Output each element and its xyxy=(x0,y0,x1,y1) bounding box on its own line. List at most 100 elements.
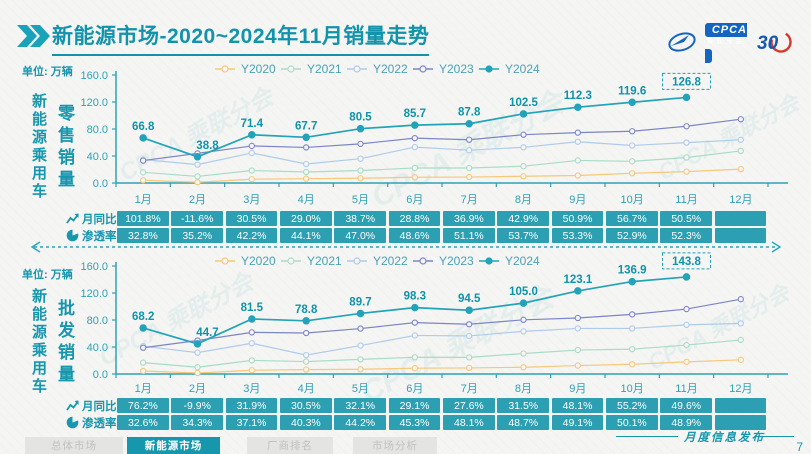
table-cell: 76.2% xyxy=(117,398,169,413)
data-point-Y2022 xyxy=(629,325,636,332)
data-point-Y2021 xyxy=(574,346,581,354)
table-cell: -9.9% xyxy=(171,398,224,413)
legend-marker-dot xyxy=(485,65,493,73)
highlight-box xyxy=(661,72,711,90)
table-cell xyxy=(714,398,767,413)
data-point-Y2020 xyxy=(140,177,147,184)
data-point-Y2023 xyxy=(574,129,581,136)
data-label-Y2024: 38.8 xyxy=(196,140,219,152)
data-point-Y2021 xyxy=(520,163,527,170)
data-point-Y2021 xyxy=(140,359,147,366)
data-point-Y2023 xyxy=(411,134,418,142)
watermark: CPCA 乘联分会 xyxy=(95,268,258,372)
x-tick-label: 1月 xyxy=(135,194,152,206)
data-point-Y2023 xyxy=(520,131,527,138)
data-point-Y2024 xyxy=(411,303,419,312)
publication-rule-right xyxy=(758,436,794,437)
data-point-Y2023 xyxy=(357,140,364,147)
data-point-Y2024 xyxy=(193,153,202,161)
data-point-Y2024 xyxy=(139,134,147,142)
line-chart-icon xyxy=(66,213,79,224)
pie-chart-icon xyxy=(66,229,79,242)
data-point-Y2023 xyxy=(683,305,690,313)
legend-label: Y2023 xyxy=(439,254,474,268)
retail-chart: 0.0 40.0 80.0 120.0 160.0 1月 2月 3月 4月 5月 6月 7月 8月 9月 1… xyxy=(80,62,788,206)
y-tick-label: 120.0 xyxy=(80,288,108,300)
data-point-Y2022 xyxy=(574,325,581,332)
data-point-Y2024 xyxy=(411,121,419,129)
legend-marker-dot xyxy=(221,65,229,73)
data-point-Y2021 xyxy=(574,157,581,164)
data-point-Y2021 xyxy=(466,164,473,172)
group-label-wholesale: 新能源乘用车 xyxy=(30,288,47,396)
table-cell: 27.6% xyxy=(442,398,495,413)
data-point-Y2022 xyxy=(411,332,418,339)
legend-label: Y2020 xyxy=(241,62,276,76)
data-point-Y2023 xyxy=(411,319,418,326)
data-point-Y2024 xyxy=(248,131,256,139)
data-point-Y2021 xyxy=(357,356,364,363)
data-point-Y2024 xyxy=(193,340,202,348)
table-cell: 29.1% xyxy=(388,398,441,413)
publication-rule-left xyxy=(616,436,678,437)
wholesale-chart: 0.0 40.0 80.0 120.0 160.0 1月 2月 3月 4月 5月 6月 7月 8月 9月 1… xyxy=(80,252,788,395)
x-tick-label: 3月 xyxy=(243,194,260,206)
table-cell: 42.9% xyxy=(497,211,550,226)
cpca-logo-subtext: 乘联分会 xyxy=(706,38,745,45)
footer-tab-2[interactable]: 新能源市场 xyxy=(127,437,220,454)
y-tick-label: 0.0 xyxy=(93,178,108,190)
data-label-Y2024: 89.7 xyxy=(349,296,371,308)
data-label-Y2024: 80.5 xyxy=(349,112,372,124)
legend-marker-dot xyxy=(221,257,229,265)
data-point-Y2021 xyxy=(737,336,744,344)
data-point-Y2023 xyxy=(248,329,255,336)
table-cell: 53.7% xyxy=(497,228,550,243)
line-chart-icon xyxy=(66,400,79,411)
data-point-Y2022 xyxy=(303,351,310,359)
watermark: CPCA 乘联分会 xyxy=(366,85,570,215)
data-point-Y2023 xyxy=(194,337,201,344)
table-cell: 52.3% xyxy=(660,228,713,243)
cpca-swoosh-icon xyxy=(668,32,696,52)
legend-label: Y2020 xyxy=(241,254,276,268)
footer-tab-1[interactable]: 总体市场 xyxy=(25,437,123,454)
measure-label-wholesale: 批发销量 xyxy=(55,299,74,387)
legend-label: Y2023 xyxy=(439,62,474,76)
table-cell: 31.5% xyxy=(497,398,550,413)
footer-tab-3[interactable]: 厂商排名 xyxy=(247,437,333,454)
data-point-Y2023 xyxy=(466,321,473,328)
table-row-label-yoy: 月同比 xyxy=(66,398,117,413)
x-tick-label: 4月 xyxy=(298,194,315,206)
legend-label: Y2022 xyxy=(373,254,408,268)
x-tick-label: 10月 xyxy=(621,383,644,395)
x-tick-label: 8月 xyxy=(515,194,532,206)
data-label-Y2024: 119.6 xyxy=(618,85,646,97)
table-cell: 44.1% xyxy=(279,228,332,243)
legend-marker-dot xyxy=(353,65,361,73)
x-tick-label: 6月 xyxy=(406,383,423,395)
table-cell: 48.1% xyxy=(551,398,604,413)
data-point-Y2022 xyxy=(466,147,473,154)
data-point-Y2020 xyxy=(574,362,581,369)
data-label-Y2024: 105.0 xyxy=(509,286,538,298)
publication-label: 月度信息发布 xyxy=(684,432,765,444)
table-cell: -11.6% xyxy=(171,211,224,226)
data-point-Y2022 xyxy=(574,138,581,145)
table-cell: 44.2% xyxy=(334,415,387,430)
data-point-Y2023 xyxy=(466,136,473,143)
series-line-Y2024 xyxy=(142,276,687,345)
series-line-Y2020 xyxy=(143,359,741,374)
page-title-rest: -2020~2024年11月销量走势 xyxy=(159,25,430,48)
data-point-Y2021 xyxy=(303,358,310,365)
data-point-Y2020 xyxy=(466,364,473,372)
data-point-Y2020 xyxy=(466,173,473,181)
table-cell: 50.5% xyxy=(660,211,713,226)
table-cell: 47.0% xyxy=(334,228,387,243)
data-point-Y2022 xyxy=(140,156,147,163)
footer-tab-4[interactable]: 市场分析 xyxy=(353,437,437,454)
table-cell: 32.6% xyxy=(117,415,169,430)
data-point-Y2022 xyxy=(737,320,744,327)
legend-marker-dot xyxy=(287,257,295,265)
watermark: CPCA 乘联分会 xyxy=(356,280,560,410)
